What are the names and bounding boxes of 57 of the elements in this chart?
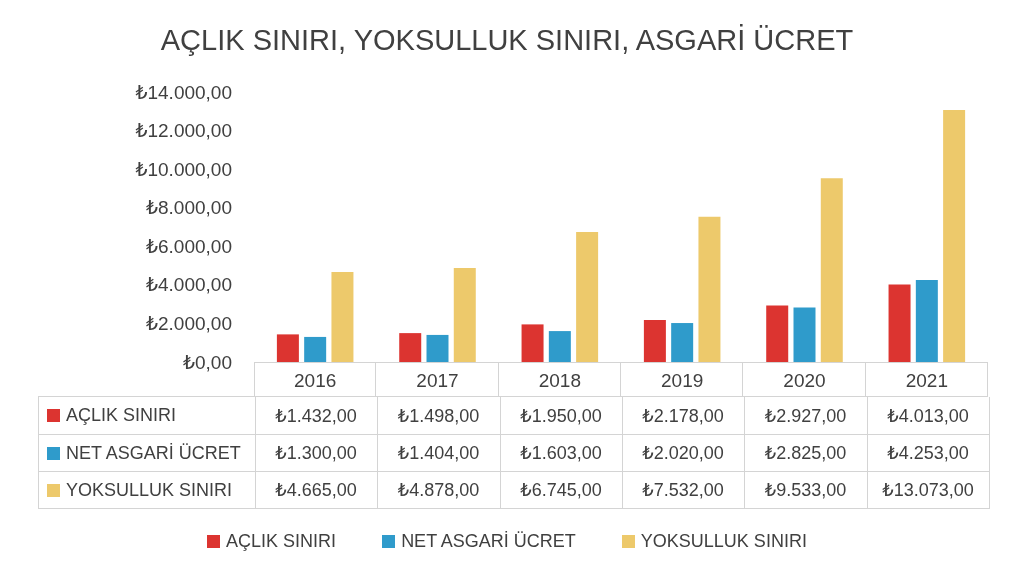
data-label: ₺2.927,00 xyxy=(764,404,847,427)
bar xyxy=(276,334,299,362)
data-label: ₺1.950,00 xyxy=(520,404,602,427)
text: AÇLIK SINIRI xyxy=(226,531,337,551)
data-label: ₺4.013,00 xyxy=(887,404,969,427)
y-tick-label: ₺8.000,00 xyxy=(145,197,232,219)
data-label: ₺1.404,00 xyxy=(397,442,480,464)
text: YOKSULLUK SINIRI xyxy=(640,531,807,551)
y-tick-label: ₺10.000,00 xyxy=(135,158,232,180)
x-tick-label: 2019 xyxy=(661,370,704,391)
bar xyxy=(671,323,694,362)
x-tick-label: 2021 xyxy=(905,370,948,391)
bar xyxy=(426,334,449,362)
data-label: ₺2.825,00 xyxy=(764,442,847,464)
data-label: ₺2.178,00 xyxy=(642,404,724,427)
x-tick-label: 2017 xyxy=(416,370,459,391)
bar xyxy=(576,231,599,362)
bar xyxy=(548,331,571,362)
bar xyxy=(820,178,843,362)
y-tick-label: ₺12.000,00 xyxy=(135,120,232,142)
data-label: ₺4.253,00 xyxy=(887,442,969,464)
data-label: ₺4.878,00 xyxy=(397,479,480,501)
bar xyxy=(943,109,966,362)
bar xyxy=(915,279,938,362)
legend-label: YOKSULLUK SINIRI xyxy=(66,479,233,501)
x-tick-label: 2018 xyxy=(538,370,581,391)
y-tick-label: ₺4.000,00 xyxy=(145,274,232,296)
chart-title: AÇLIK SINIRI, YOKSULLUK SINIRI, ASGARİ ÜCRET xyxy=(160,23,854,56)
data-label: ₺2.020,00 xyxy=(642,442,724,464)
bar xyxy=(453,267,476,362)
y-tick-label: ₺6.000,00 xyxy=(145,235,232,257)
bar xyxy=(643,320,666,362)
y-tick-label: ₺0,00 xyxy=(182,351,232,373)
data-label: ₺4.665,00 xyxy=(275,479,357,501)
data-label: ₺1.432,00 xyxy=(275,404,357,427)
y-tick-label: ₺2.000,00 xyxy=(145,312,232,334)
x-tick-label: 2016 xyxy=(294,370,337,391)
text: NET ASGARİ ÜCRET xyxy=(401,531,576,551)
data-label: ₺7.532,00 xyxy=(642,479,724,501)
bar xyxy=(793,307,816,362)
bar xyxy=(331,272,354,362)
data-label: ₺6.745,00 xyxy=(520,479,602,501)
data-label: ₺9.533,00 xyxy=(764,479,847,501)
legend-label: AÇLIK SINIRI xyxy=(66,404,177,426)
data-label: ₺1.498,00 xyxy=(397,404,480,427)
data-label: ₺1.300,00 xyxy=(275,442,357,464)
legend-label: NET ASGARİ ÜCRET xyxy=(66,442,241,464)
bar xyxy=(766,305,789,362)
bar xyxy=(698,216,721,362)
bar xyxy=(399,333,422,362)
data-label: ₺1.603,00 xyxy=(520,442,602,464)
data-label: ₺13.073,00 xyxy=(882,479,974,501)
bar xyxy=(521,324,544,362)
x-tick-label: 2020 xyxy=(783,370,826,391)
y-tick-label: ₺14.000,00 xyxy=(135,81,232,103)
bar xyxy=(304,336,327,362)
bar xyxy=(888,284,911,362)
